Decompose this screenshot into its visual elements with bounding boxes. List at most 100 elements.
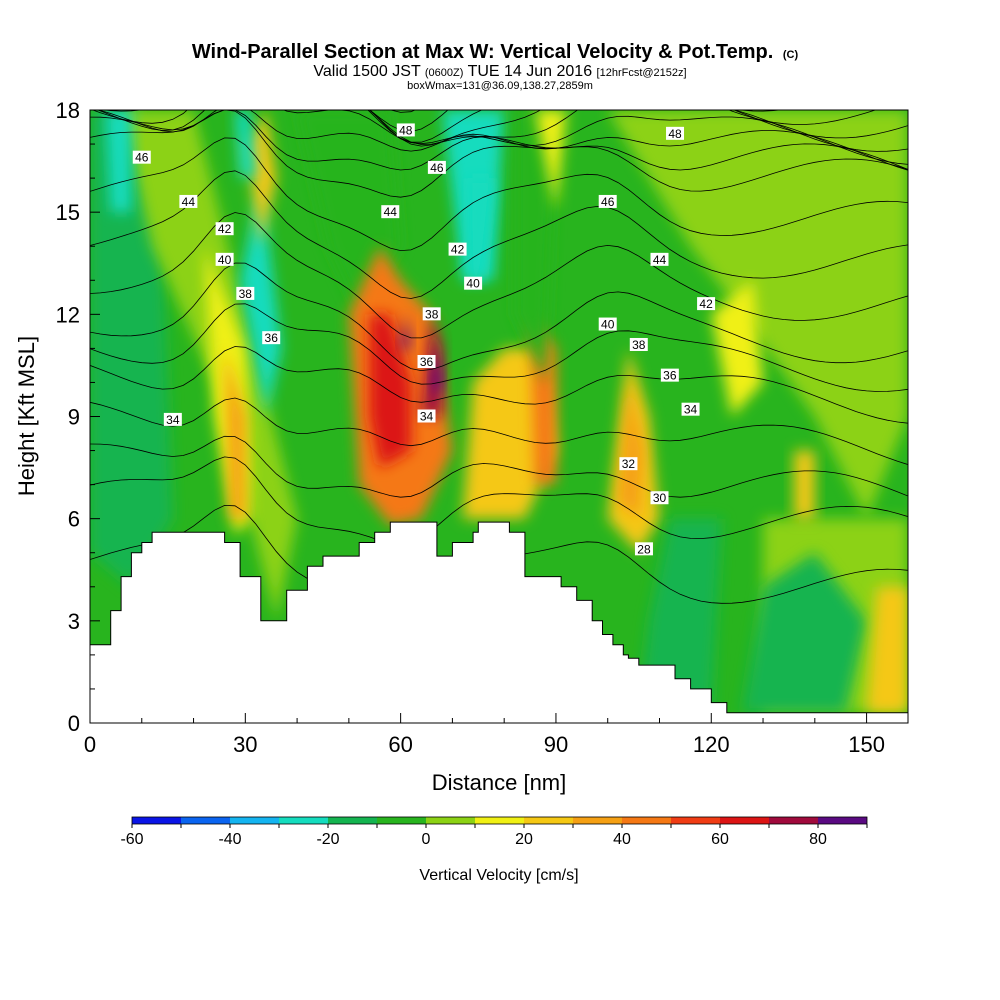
contour-label-text: 46 <box>601 195 615 209</box>
field-region <box>711 280 763 417</box>
contour-label-box <box>448 242 467 256</box>
theta-contour-label: 40 <box>598 317 617 332</box>
contour-label-box <box>660 368 679 382</box>
contour-label-text: 32 <box>622 457 636 471</box>
theta-contour-label: 38 <box>422 307 441 321</box>
chart-title: Wind-Parallel Section at Max W: Vertical… <box>192 41 799 63</box>
y-tick-label: 6 <box>68 507 80 532</box>
theta-contour-label: 38 <box>629 337 648 352</box>
contour-label-box <box>262 331 281 345</box>
contour-label-box <box>629 337 648 351</box>
colorbar-swatch <box>279 817 328 824</box>
contour-label-text: 36 <box>265 331 279 345</box>
theta-contour-line <box>90 435 908 498</box>
contour-label-box <box>179 194 198 208</box>
contour-label-box <box>215 252 234 266</box>
theta-contour-label: 34 <box>417 409 436 424</box>
theta-contour-label: 40 <box>215 252 234 267</box>
colorbar-tick-label: -20 <box>316 831 339 848</box>
field-region <box>105 110 132 213</box>
colorbar-tick-label: 80 <box>809 831 827 848</box>
field-region <box>618 382 644 519</box>
field-region <box>121 110 298 621</box>
contour-label-box <box>236 286 255 300</box>
contour-label-box <box>598 194 617 208</box>
y-axis: 0 3 6 9 12 15 18 <box>56 98 100 736</box>
colorbar-swatch <box>524 817 573 824</box>
theta-contour-label: 32 <box>619 457 638 471</box>
theta-contour-line <box>90 137 908 252</box>
theta-contour-line <box>91 110 908 152</box>
contour-label-text: 28 <box>637 542 651 556</box>
field-region <box>514 110 556 383</box>
contour-label-text: 44 <box>384 205 398 219</box>
y-tick-label: 9 <box>68 405 80 430</box>
contour-label-text: 42 <box>699 297 713 311</box>
x-tick-label: 120 <box>693 732 730 757</box>
colorbar-swatch <box>426 817 475 824</box>
x-tick-label: 0 <box>84 732 96 757</box>
theta-contour-label: 38 <box>236 286 255 301</box>
colorbar-tick-label: 0 <box>422 831 431 848</box>
contour-label-text: 44 <box>653 253 667 267</box>
colorbar-swatch <box>377 817 426 824</box>
colorbar-swatch <box>818 817 867 824</box>
chart-subtitle: Valid 1500 JST (0600Z) TUE 14 Jun 2016 [… <box>313 63 686 80</box>
contour-label-text: 38 <box>239 287 253 301</box>
theta-contour-line <box>367 110 877 143</box>
contour-label-box <box>381 205 400 219</box>
theta-contours <box>90 110 908 620</box>
theta-contour-label: 46 <box>598 194 617 209</box>
colorbar-swatch <box>181 817 230 824</box>
contour-label-box <box>427 160 446 174</box>
terrain-mask <box>90 521 908 723</box>
colorbar-tick-label: -60 <box>120 831 143 848</box>
colorbar-swatch <box>769 817 818 824</box>
theta-contour-label: 46 <box>132 150 151 165</box>
theta-contour-line <box>90 170 908 299</box>
contour-label-text: 34 <box>420 410 434 424</box>
colorbar-tick-label: 60 <box>711 831 729 848</box>
colorbar-swatch <box>230 817 279 824</box>
x-tick-label: 90 <box>544 732 568 757</box>
plot-area <box>90 110 908 723</box>
contour-label-box <box>650 491 669 505</box>
theta-contour-line <box>90 456 908 546</box>
contour-label-box <box>417 355 436 369</box>
theta-contour-label: 34 <box>681 402 700 417</box>
colorbar: -60 -40 -20 0 20 40 60 80 <box>120 816 868 848</box>
field-region <box>369 314 411 468</box>
field-region <box>742 552 867 713</box>
colorbar-tick-label: 20 <box>515 831 533 848</box>
contour-label-text: 38 <box>425 307 439 321</box>
contour-label-text: 46 <box>430 161 444 175</box>
field-region <box>235 110 256 179</box>
contour-label-box <box>697 297 716 311</box>
y-axis-label: Height [Kft MSL] <box>14 336 39 496</box>
contour-label-text: 44 <box>182 195 196 209</box>
contour-label-text: 46 <box>135 151 149 165</box>
x-tick-label: 30 <box>233 732 257 757</box>
contour-label-text: 42 <box>451 243 465 257</box>
theta-contour-label: 40 <box>464 276 483 291</box>
theta-contour-label: 44 <box>650 252 669 267</box>
theta-contour-label: 36 <box>417 355 436 369</box>
colorbar-swatch <box>132 817 181 824</box>
contour-label-box <box>396 123 415 137</box>
contour-label-box <box>666 126 685 140</box>
field-region <box>224 348 246 519</box>
contour-label-box <box>422 307 441 321</box>
theta-contour-line <box>96 110 908 171</box>
field-region <box>431 348 443 400</box>
contour-label-text: 36 <box>663 369 677 383</box>
theta-contour-label: 36 <box>660 368 679 383</box>
theta-contour-label: 42 <box>215 222 234 236</box>
contour-label-box <box>132 150 151 164</box>
theta-contour-line <box>90 303 908 392</box>
y-tick-label: 3 <box>68 609 80 634</box>
contour-label-text: 48 <box>668 127 682 141</box>
colorbar-swatch <box>622 817 671 824</box>
contour-label-text: 38 <box>632 338 646 352</box>
y-tick-label: 15 <box>56 200 80 225</box>
contour-label-box <box>634 542 653 556</box>
